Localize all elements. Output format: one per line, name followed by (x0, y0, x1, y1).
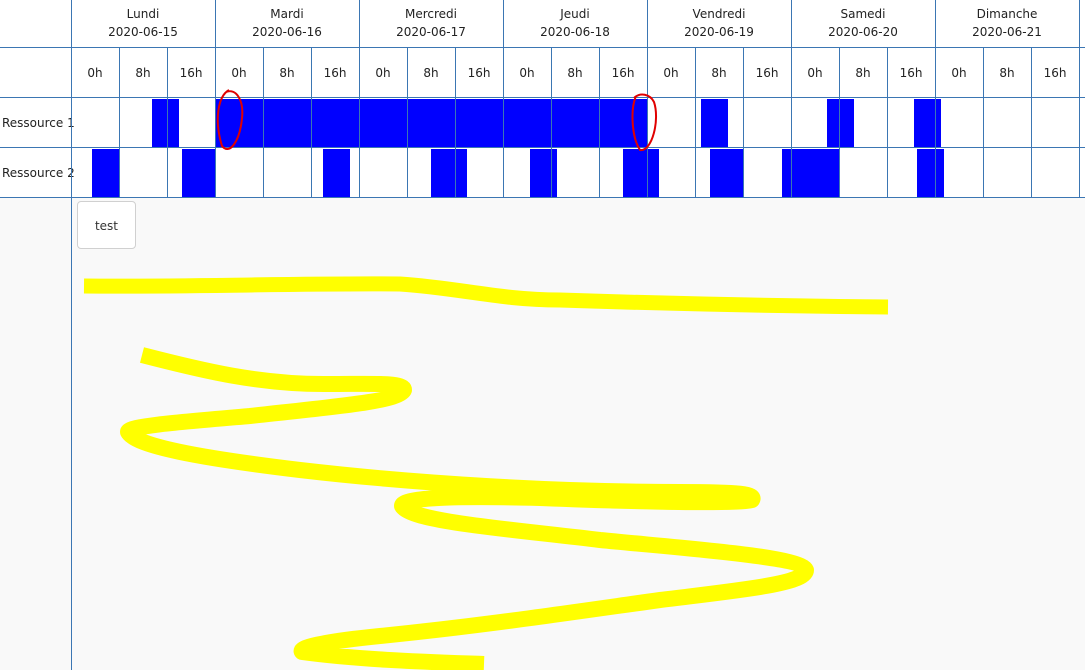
hour-label: 0h (519, 66, 535, 80)
hour-label: 0h (951, 66, 967, 80)
day-header: Jeudi 2020-06-18 (503, 0, 647, 48)
yellow-highlight-line (83, 276, 889, 315)
day-name: Mercredi (404, 7, 457, 21)
hour-label: 8h (567, 66, 583, 80)
hour-label: 16h (323, 66, 347, 80)
day-date: 2020-06-20 (828, 25, 898, 39)
day-name: Jeudi (560, 7, 590, 21)
schedule-bar[interactable] (914, 99, 941, 148)
grid-vline (311, 48, 312, 198)
grid-vline (743, 48, 744, 198)
hour-label: 8h (855, 66, 871, 80)
schedule-bar[interactable] (530, 149, 557, 198)
hour-label: 0h (231, 66, 247, 80)
grid-vline (791, 0, 792, 198)
grid-vline (359, 0, 360, 198)
grid-vline (887, 48, 888, 198)
grid-vline (407, 48, 408, 198)
grid-vline (167, 48, 168, 198)
test-button[interactable]: test (77, 201, 136, 249)
grid-vline (263, 48, 264, 198)
resource-label: Ressource 1 (2, 116, 75, 130)
schedule-bar[interactable] (323, 149, 350, 198)
grid-vline (647, 0, 648, 198)
grid-vline (455, 48, 456, 198)
hour-label: 8h (711, 66, 727, 80)
day-name: Lundi (126, 7, 160, 21)
schedule-bar[interactable] (710, 149, 743, 198)
grid-vline (983, 48, 984, 198)
schedule-bar[interactable] (503, 99, 647, 148)
hour-label: 8h (423, 66, 439, 80)
day-date: 2020-06-18 (540, 25, 610, 39)
day-name: Mardi (270, 7, 304, 21)
day-date: 2020-06-17 (396, 25, 466, 39)
day-date: 2020-06-16 (252, 25, 322, 39)
grid-vline (215, 0, 216, 198)
hour-label: 16h (1043, 66, 1067, 80)
grid-hline (0, 47, 1085, 48)
day-name: Dimanche (976, 7, 1038, 21)
schedule-bar[interactable] (431, 149, 467, 198)
grid-vline (1031, 48, 1032, 198)
hour-label: 0h (663, 66, 679, 80)
hour-label: 0h (87, 66, 103, 80)
hour-label: 8h (135, 66, 151, 80)
day-name: Vendredi (692, 7, 746, 21)
hour-label: 8h (999, 66, 1015, 80)
schedule-bar[interactable] (152, 99, 179, 148)
schedule-bar[interactable] (827, 99, 854, 148)
day-header: Lundi 2020-06-15 (71, 0, 215, 48)
grid-hline (0, 147, 1085, 148)
grid-vline (71, 0, 72, 670)
hour-label: 16h (899, 66, 923, 80)
day-header: Mercredi 2020-06-17 (359, 0, 503, 48)
day-date: 2020-06-21 (972, 25, 1042, 39)
day-name: Samedi (840, 7, 886, 21)
grid-vline (599, 48, 600, 198)
day-header: Mardi 2020-06-16 (215, 0, 359, 48)
grid-vline (695, 48, 696, 198)
day-header: Dimanche 2020-06-21 (935, 0, 1079, 48)
resource-label: Ressource 2 (2, 166, 75, 180)
hour-label: 0h (375, 66, 391, 80)
hour-label: 0h (807, 66, 823, 80)
day-header: Vendredi 2020-06-19 (647, 0, 791, 48)
yellow-scribble (120, 347, 814, 670)
day-header: Samedi 2020-06-20 (791, 0, 935, 48)
hour-label: 16h (179, 66, 203, 80)
hour-label: 16h (611, 66, 635, 80)
hour-label: 16h (467, 66, 491, 80)
schedule-bar[interactable] (359, 99, 503, 148)
hour-label: 8h (279, 66, 295, 80)
grid-hline (0, 197, 1085, 198)
grid-vline (839, 48, 840, 198)
schedule-bar[interactable] (92, 149, 119, 198)
grid-hline (0, 97, 1085, 98)
schedule-bar[interactable] (623, 149, 659, 198)
grid-vline (1079, 0, 1080, 198)
schedule-bar[interactable] (917, 149, 944, 198)
schedule-bar[interactable] (182, 149, 215, 198)
day-date: 2020-06-15 (108, 25, 178, 39)
grid-vline (119, 48, 120, 198)
hour-label: 16h (755, 66, 779, 80)
day-date: 2020-06-19 (684, 25, 754, 39)
grid-vline (503, 0, 504, 198)
schedule-bar[interactable] (701, 99, 728, 148)
grid-vline (551, 48, 552, 198)
grid-vline (935, 0, 936, 198)
schedule-bar[interactable] (215, 99, 359, 148)
schedule-bar[interactable] (803, 149, 839, 198)
